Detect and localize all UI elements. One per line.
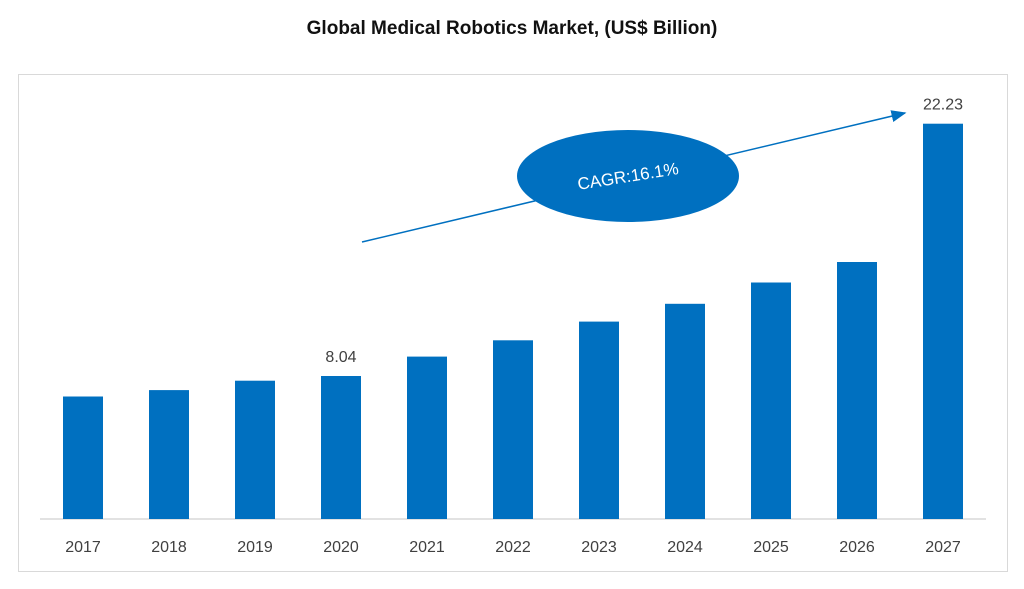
x-tick-label-2021: 2021 [409, 539, 445, 556]
bar-2019 [235, 380, 275, 519]
bar-2022 [493, 340, 533, 519]
x-tick-label-2022: 2022 [495, 539, 531, 556]
bar-2027 [923, 123, 963, 519]
x-tick-label-2024: 2024 [667, 539, 703, 556]
x-tick-label-2027: 2027 [925, 539, 961, 556]
bar-2017 [63, 396, 103, 519]
bar-2024 [665, 303, 705, 519]
x-tick-label-2020: 2020 [323, 539, 359, 556]
x-tick-label-2018: 2018 [151, 539, 187, 556]
data-label-2020: 8.04 [325, 349, 356, 366]
chart-frame [18, 74, 1008, 572]
bar-2018 [149, 390, 189, 519]
x-tick-label-2023: 2023 [581, 539, 617, 556]
bar-2026 [837, 262, 877, 519]
cagr-ellipse [517, 130, 739, 222]
bar-2021 [407, 356, 447, 519]
bars-group [63, 123, 963, 519]
bar-2025 [751, 282, 791, 519]
bar-2020 [321, 376, 361, 519]
labels-group: 8.04 22.23 [325, 97, 963, 366]
x-tick-label-2025: 2025 [753, 539, 789, 556]
data-label-2027: 22.23 [923, 97, 963, 114]
bar-2023 [579, 321, 619, 519]
x-tick-label-2017: 2017 [65, 539, 101, 556]
x-tick-labels: 2017 2018 2019 2020 2021 2022 2023 2024 2025 2026… [65, 539, 961, 556]
chart-title: Global Medical Robotics Market, (US$ Bil… [306, 18, 718, 39]
x-tick-label-2026: 2026 [839, 539, 875, 556]
x-tick-label-2019: 2019 [237, 539, 273, 556]
